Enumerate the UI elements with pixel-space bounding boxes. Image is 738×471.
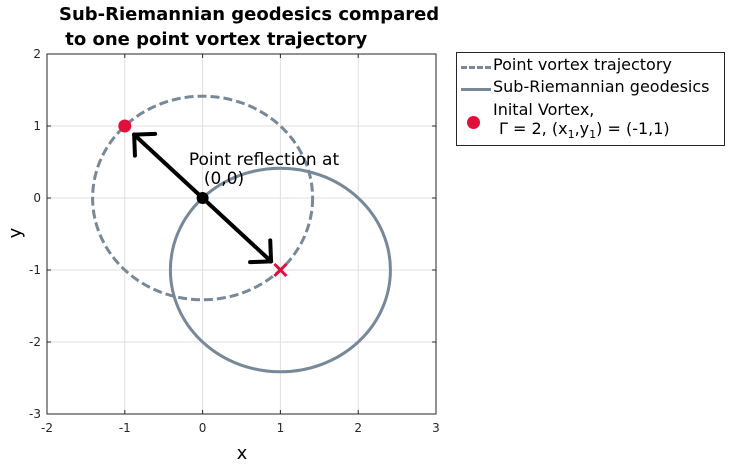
legend-comma-y: ,y <box>574 119 590 138</box>
x-axis-label: x <box>237 443 248 464</box>
dashed-line-swatch-icon <box>461 66 491 69</box>
legend-subscript-y: 1 <box>589 128 597 141</box>
legend-coords: ) = (-1,1) <box>596 119 670 138</box>
arrow-to-reflected-point-head-2 <box>268 238 274 264</box>
legend: Point vortex trajectory Sub-Riemannian g… <box>456 52 725 146</box>
arrow-to-initial-vortex-head-2 <box>132 132 137 158</box>
reflected-point-cross-b <box>273 262 288 278</box>
y-tick-label: 1 <box>33 119 41 133</box>
arrow-to-reflected-point-shaft <box>200 196 274 264</box>
x-tick-label: -2 <box>41 421 53 435</box>
arrow-to-initial-vortex-head-1 <box>132 131 158 137</box>
annotation-label-line1: Point reflection at <box>189 150 340 170</box>
legend-label-geodesics: Sub-Riemannian geodesics <box>493 77 710 96</box>
y-axis-label: y <box>5 227 26 238</box>
y-tick-label: -2 <box>29 335 41 349</box>
solid-line-swatch-icon <box>461 88 491 91</box>
chart-title-line1: Sub-Riemannian geodesics compared <box>59 4 439 25</box>
series-sub-riemannian-geodesic <box>168 166 392 374</box>
chart-title-line2: to one point vortex trajectory <box>59 29 367 50</box>
arrow-to-initial-vortex-shaft <box>132 132 205 200</box>
x-tick-label: 1 <box>277 421 285 435</box>
red-dot-marker-icon <box>467 116 480 129</box>
initial-vortex-point <box>118 119 132 133</box>
axes-box <box>46 53 437 415</box>
x-tick-label: -1 <box>119 421 131 435</box>
arrow-to-reflected-point-head-1 <box>248 259 274 265</box>
legend-gamma-text: Γ = 2, (x <box>499 119 568 138</box>
y-tick-label: 0 <box>33 191 41 205</box>
legend-label-initial-vortex-line1: Inital Vortex, <box>493 100 595 119</box>
x-tick-label: 2 <box>354 421 362 435</box>
origin-point <box>196 192 209 204</box>
legend-subscript-x: 1 <box>567 128 575 141</box>
series-vortex-trajectory <box>91 94 315 302</box>
legend-label-vortex-trajectory: Point vortex trajectory <box>493 55 672 74</box>
y-tick-label: 2 <box>33 47 41 61</box>
x-tick-label: 3 <box>432 421 440 435</box>
y-tick-label: -3 <box>29 407 41 421</box>
legend-label-initial-vortex-line2: Γ = 2, (x1,y1) = (-1,1) <box>499 119 670 141</box>
y-tick-label: -1 <box>29 263 41 277</box>
annotation-label-line2: (0,0) <box>204 169 244 189</box>
curves-group <box>91 94 392 374</box>
x-tick-label: 0 <box>199 421 207 435</box>
